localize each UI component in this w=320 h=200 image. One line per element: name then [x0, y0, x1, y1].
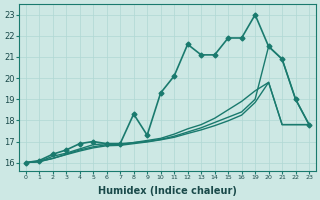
X-axis label: Humidex (Indice chaleur): Humidex (Indice chaleur)	[98, 186, 237, 196]
